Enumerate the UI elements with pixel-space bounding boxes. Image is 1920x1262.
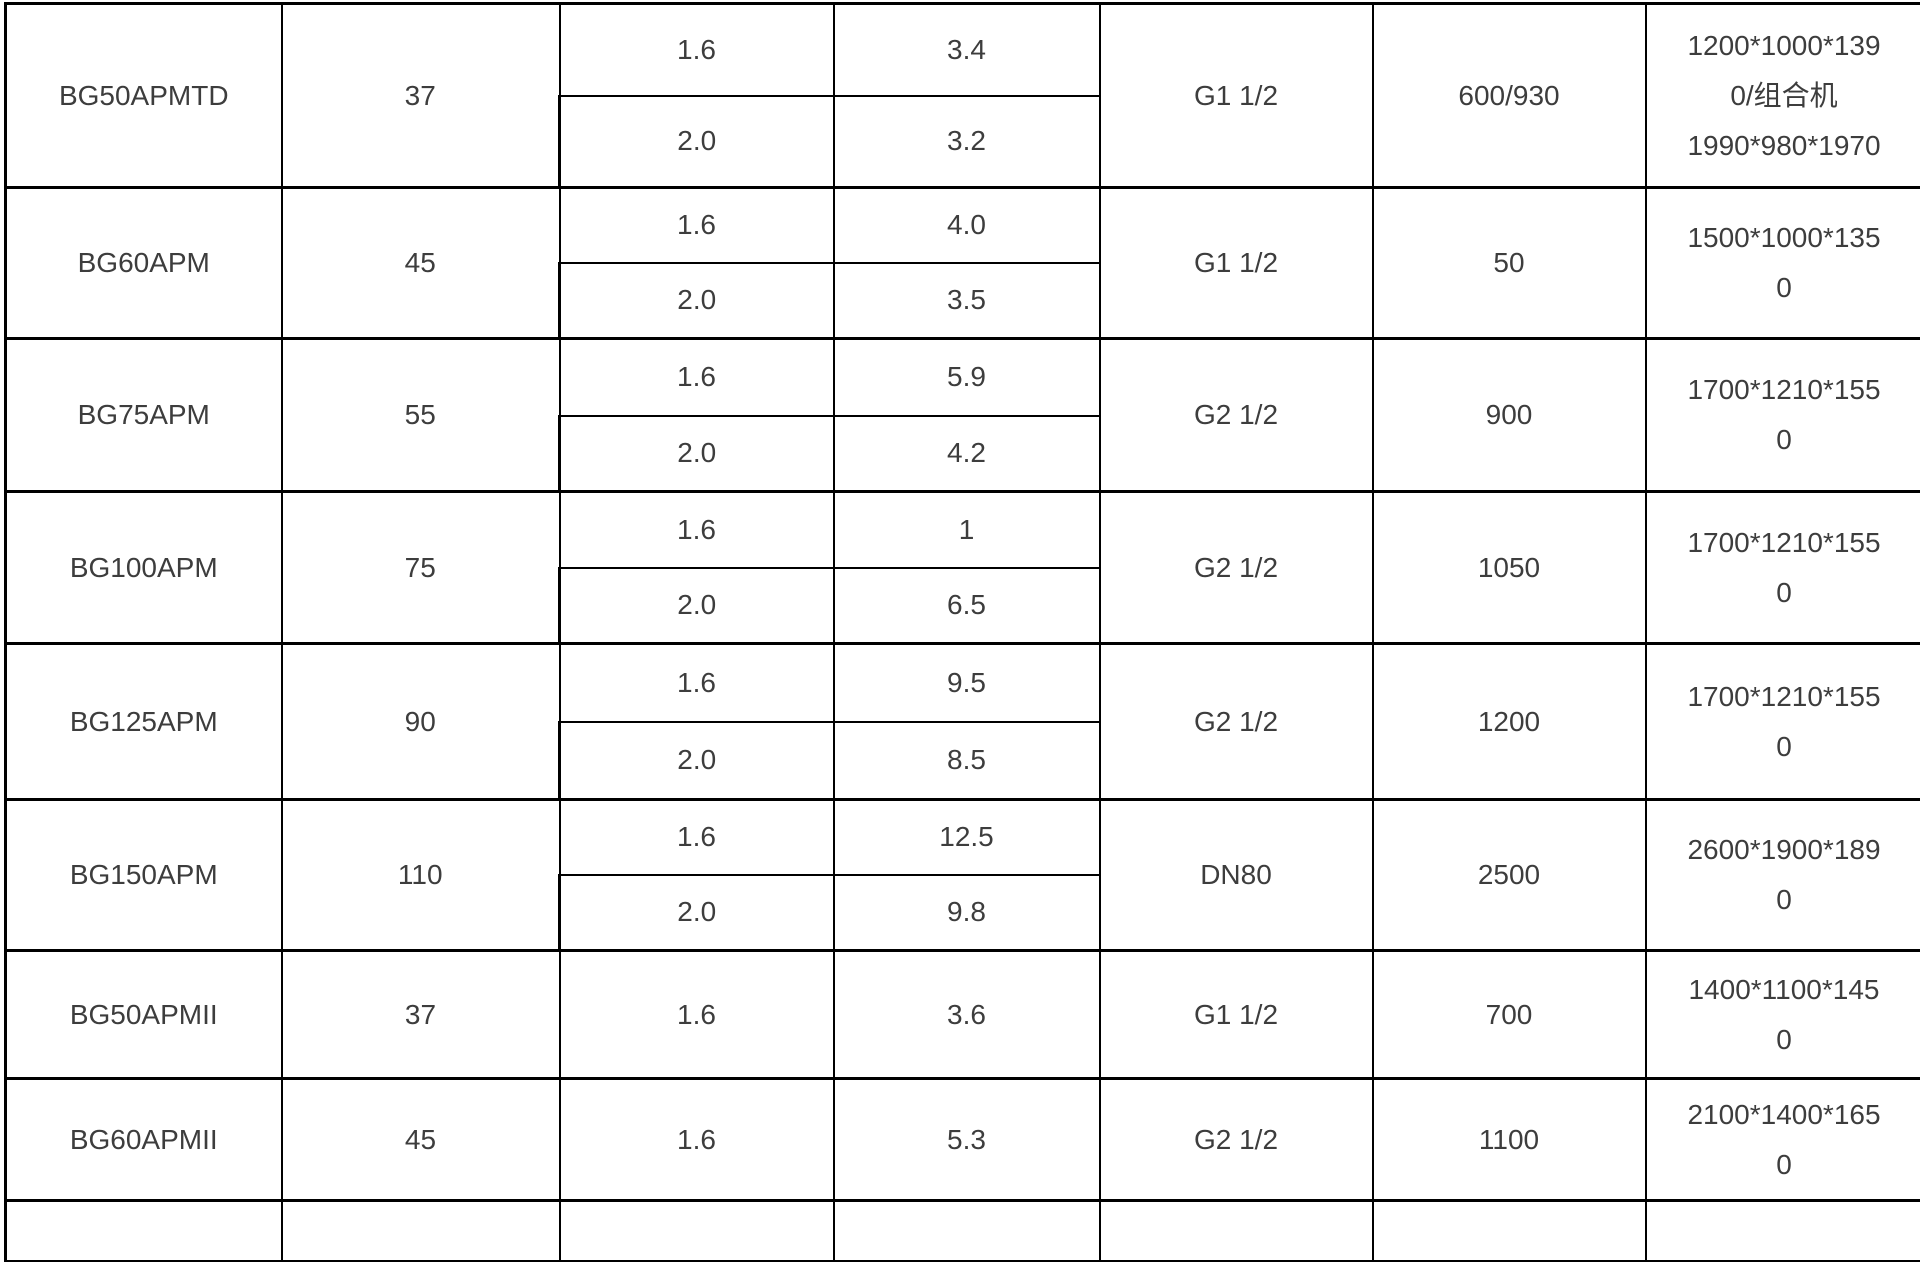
cell-dimensions: 1700*1210*1550 bbox=[1646, 339, 1920, 492]
cell-dimensions: 2100*1400*1650 bbox=[1646, 1079, 1920, 1201]
cell-flow: 6.5 bbox=[834, 568, 1100, 644]
cell-flow: 4.2 bbox=[834, 416, 1100, 492]
cell-connection: G2 1/2 bbox=[1100, 339, 1373, 492]
cell-model: BG50APMTD bbox=[6, 4, 282, 188]
cell-pressure: 2.0 bbox=[560, 416, 834, 492]
cell-flow: 3.6 bbox=[834, 951, 1100, 1079]
cell-empty bbox=[834, 1201, 1100, 1261]
cell-flow: 3.4 bbox=[834, 4, 1100, 96]
cell-flow: 8.5 bbox=[834, 722, 1100, 800]
cell-model: BG150APM bbox=[6, 800, 282, 951]
cell-flow: 9.5 bbox=[834, 644, 1100, 722]
cell-pressure: 1.6 bbox=[560, 644, 834, 722]
cell-flow: 5.3 bbox=[834, 1079, 1100, 1201]
cell-empty bbox=[560, 1201, 834, 1261]
cell-pressure: 1.6 bbox=[560, 188, 834, 263]
cell-flow: 3.5 bbox=[834, 263, 1100, 339]
cell-flow: 1 bbox=[834, 492, 1100, 568]
cell-empty bbox=[1373, 1201, 1646, 1261]
cell-flow: 4.0 bbox=[834, 188, 1100, 263]
cell-dimensions: 1200*1000*1390/组合机 1990*980*1970 bbox=[1646, 4, 1920, 188]
cell-connection: G2 1/2 bbox=[1100, 644, 1373, 800]
cell-pressure: 2.0 bbox=[560, 722, 834, 800]
cell-connection: G1 1/2 bbox=[1100, 951, 1373, 1079]
cell-pressure: 2.0 bbox=[560, 96, 834, 188]
cell-weight: 50 bbox=[1373, 188, 1646, 339]
cell-power: 37 bbox=[282, 951, 560, 1079]
cell-model: BG100APM bbox=[6, 492, 282, 644]
cell-model: BG75APM bbox=[6, 339, 282, 492]
cell-pressure: 1.6 bbox=[560, 4, 834, 96]
cell-empty bbox=[1646, 1201, 1920, 1261]
cell-weight: 600/930 bbox=[1373, 4, 1646, 188]
cell-pressure: 2.0 bbox=[560, 875, 834, 951]
cell-pressure: 1.6 bbox=[560, 800, 834, 875]
cell-power: 45 bbox=[282, 188, 560, 339]
cell-connection: G2 1/2 bbox=[1100, 492, 1373, 644]
table-row: BG60APMII 45 1.6 5.3 G2 1/2 1100 2100*14… bbox=[6, 1079, 1920, 1201]
table-row: BG60APM 45 1.6 4.0 G1 1/2 50 1500*1000*1… bbox=[6, 188, 1920, 263]
cell-weight: 700 bbox=[1373, 951, 1646, 1079]
table-row: BG50APMTD 37 1.6 3.4 G1 1/2 600/930 1200… bbox=[6, 4, 1920, 96]
cell-flow: 3.2 bbox=[834, 96, 1100, 188]
table-row: BG75APM 55 1.6 5.9 G2 1/2 900 1700*1210*… bbox=[6, 339, 1920, 416]
cell-power: 55 bbox=[282, 339, 560, 492]
cell-flow: 5.9 bbox=[834, 339, 1100, 416]
table-row-cutoff bbox=[6, 1201, 1920, 1261]
product-spec-table: BG50APMTD 37 1.6 3.4 G1 1/2 600/930 1200… bbox=[4, 2, 1920, 1262]
cell-connection: G1 1/2 bbox=[1100, 4, 1373, 188]
cell-pressure: 1.6 bbox=[560, 1079, 834, 1201]
cell-pressure: 1.6 bbox=[560, 492, 834, 568]
table-row: BG100APM 75 1.6 1 G2 1/2 1050 1700*1210*… bbox=[6, 492, 1920, 568]
cell-flow: 9.8 bbox=[834, 875, 1100, 951]
cell-empty bbox=[6, 1201, 282, 1261]
cell-model: BG60APMII bbox=[6, 1079, 282, 1201]
cell-connection: G2 1/2 bbox=[1100, 1079, 1373, 1201]
cell-pressure: 1.6 bbox=[560, 951, 834, 1079]
cell-dimensions: 1700*1210*1550 bbox=[1646, 644, 1920, 800]
table-row: BG150APM 110 1.6 12.5 DN80 2500 2600*190… bbox=[6, 800, 1920, 875]
table-row: BG50APMII 37 1.6 3.6 G1 1/2 700 1400*110… bbox=[6, 951, 1920, 1079]
cell-weight: 900 bbox=[1373, 339, 1646, 492]
cell-dimensions: 1400*1100*1450 bbox=[1646, 951, 1920, 1079]
cell-model: BG125APM bbox=[6, 644, 282, 800]
cell-flow: 12.5 bbox=[834, 800, 1100, 875]
cell-weight: 2500 bbox=[1373, 800, 1646, 951]
cell-weight: 1100 bbox=[1373, 1079, 1646, 1201]
cell-power: 110 bbox=[282, 800, 560, 951]
cell-dimensions: 1700*1210*1550 bbox=[1646, 492, 1920, 644]
cell-empty bbox=[282, 1201, 560, 1261]
cell-dimensions: 2600*1900*1890 bbox=[1646, 800, 1920, 951]
cell-connection: G1 1/2 bbox=[1100, 188, 1373, 339]
cell-pressure: 1.6 bbox=[560, 339, 834, 416]
cell-weight: 1050 bbox=[1373, 492, 1646, 644]
cell-empty bbox=[1100, 1201, 1373, 1261]
cell-pressure: 2.0 bbox=[560, 568, 834, 644]
cell-pressure: 2.0 bbox=[560, 263, 834, 339]
table-row: BG125APM 90 1.6 9.5 G2 1/2 1200 1700*121… bbox=[6, 644, 1920, 722]
cell-power: 90 bbox=[282, 644, 560, 800]
cell-model: BG50APMII bbox=[6, 951, 282, 1079]
cell-weight: 1200 bbox=[1373, 644, 1646, 800]
cell-connection: DN80 bbox=[1100, 800, 1373, 951]
cell-power: 75 bbox=[282, 492, 560, 644]
cell-power: 37 bbox=[282, 4, 560, 188]
cell-model: BG60APM bbox=[6, 188, 282, 339]
cell-dimensions: 1500*1000*1350 bbox=[1646, 188, 1920, 339]
cell-power: 45 bbox=[282, 1079, 560, 1201]
